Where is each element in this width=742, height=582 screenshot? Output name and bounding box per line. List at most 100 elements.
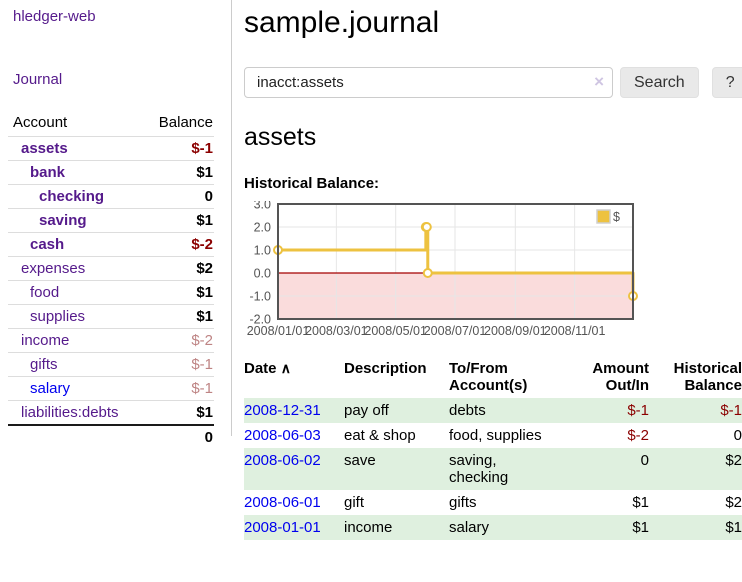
account-column-header: To/From Account(s) — [449, 360, 528, 394]
account-column-header: Account — [13, 114, 68, 131]
account-row: saving $1 — [8, 208, 214, 233]
transaction-accounts: salary — [449, 519, 490, 536]
account-link-food[interactable]: food — [30, 284, 60, 301]
transaction-accounts: food, supplies — [449, 427, 542, 444]
y-axis-tick-label: -2.0 — [249, 313, 271, 327]
legend-swatch — [596, 209, 611, 224]
legend-label: $ — [613, 210, 620, 224]
data-point-marker — [421, 222, 432, 232]
account-balance: $-2 — [141, 328, 214, 353]
account-balance: $1 — [141, 208, 214, 233]
account-link-checking[interactable]: checking — [39, 188, 105, 205]
journal-nav-link[interactable]: Journal — [13, 71, 63, 88]
transaction-date-link[interactable]: 2008-06-01 — [244, 494, 321, 511]
transaction-balance: $-1 — [720, 402, 742, 419]
sidebar: hledger-web Journal Account Balance asse… — [0, 0, 232, 449]
transaction-amount: $1 — [632, 519, 649, 536]
transaction-description: income — [344, 519, 393, 536]
account-balance: $-1 — [141, 352, 214, 377]
account-row: liabilities:debts $1 — [8, 400, 214, 425]
x-axis-tick-label: 2008/09/01 — [484, 324, 547, 338]
transaction-row: 2008-06-02 save saving, checking 0 $2 — [244, 448, 742, 490]
account-balance: $1 — [141, 304, 214, 329]
date-column-header[interactable]: Date ∧ — [244, 360, 291, 377]
account-row: checking 0 — [8, 184, 214, 209]
balance-column-header: Balance — [158, 114, 213, 131]
account-link-cash[interactable]: cash — [30, 236, 65, 253]
y-axis-tick-label: 2.0 — [254, 221, 271, 235]
search-input[interactable] — [244, 67, 613, 98]
x-axis-tick-label: 2008/01/01 — [247, 324, 310, 338]
balance-column-header: Historical Balance — [673, 360, 742, 394]
transaction-description: gift — [344, 494, 365, 511]
description-column-header: Description — [344, 360, 427, 377]
account-link-assets[interactable]: assets — [21, 140, 68, 157]
account-link-liabilities-debts[interactable]: liabilities:debts — [21, 404, 119, 421]
data-point-marker — [422, 268, 433, 278]
account-row: income $-2 — [8, 328, 214, 353]
transaction-date-link[interactable]: 2008-12-31 — [244, 402, 321, 419]
transactions-header-row: Date ∧ Description To/From Account(s) Am… — [244, 358, 742, 398]
account-balance: $1 — [141, 400, 214, 425]
account-link-gifts[interactable]: gifts — [30, 356, 58, 373]
transaction-amount: $-2 — [627, 427, 649, 444]
plot-border — [277, 203, 634, 320]
transaction-row: 2008-06-01 gift gifts $1 $2 — [244, 490, 742, 515]
accounts-table: Account Balance assets $-1 bank $1 check… — [8, 112, 214, 449]
x-axis-tick-label: 2008/11/01 — [544, 324, 606, 338]
account-row: gifts $-1 — [8, 352, 214, 377]
x-axis-tick-label: 2008/07/01 — [424, 324, 487, 338]
account-row: supplies $1 — [8, 304, 214, 329]
account-balance: $-2 — [141, 232, 214, 257]
accounts-total-row: 0 — [8, 424, 214, 449]
account-row: salary $-1 — [8, 376, 214, 401]
accounts-total-balance: 0 — [141, 424, 214, 449]
y-axis-tick-label: 1.0 — [254, 244, 271, 258]
y-axis-tick-label: 0.0 — [254, 267, 271, 281]
transaction-row: 2008-12-31 pay off debts $-1 $-1 — [244, 398, 742, 423]
transaction-date-link[interactable]: 2008-06-03 — [244, 427, 321, 444]
y-axis-tick-label: -1.0 — [249, 290, 271, 304]
help-button[interactable]: ? — [711, 67, 742, 98]
account-balance: 0 — [141, 184, 214, 209]
transaction-row: 2008-06-03 eat & shop food, supplies $-2… — [244, 423, 742, 448]
account-balance: $1 — [141, 280, 214, 305]
transaction-balance: $1 — [725, 519, 742, 536]
account-link-expenses[interactable]: expenses — [21, 260, 86, 277]
account-row: food $1 — [8, 280, 214, 305]
account-balance: $-1 — [141, 136, 214, 161]
account-balance: $-1 — [141, 376, 214, 401]
transaction-accounts: debts — [449, 402, 486, 419]
transaction-description: save — [344, 452, 376, 469]
search-button[interactable]: Search — [620, 67, 699, 98]
page-title: sample.journal — [244, 6, 440, 39]
account-link-bank[interactable]: bank — [30, 164, 66, 181]
transaction-date-link[interactable]: 2008-06-02 — [244, 452, 321, 469]
clear-search-icon[interactable]: × — [594, 72, 604, 91]
account-row: cash $-2 — [8, 232, 214, 257]
transaction-accounts: saving, checking — [449, 452, 509, 486]
chart-label: Historical Balance: — [244, 175, 380, 192]
transaction-balance: $2 — [725, 494, 742, 511]
amount-column-header: Amount Out/In — [592, 360, 649, 394]
app-title-link[interactable]: hledger-web — [13, 8, 96, 25]
x-axis-tick-label: 2008/05/01 — [364, 324, 427, 338]
account-heading: assets — [244, 123, 317, 151]
transactions-table: Date ∧ Description To/From Account(s) Am… — [244, 358, 742, 540]
transaction-balance: $2 — [725, 452, 742, 469]
transaction-date-link[interactable]: 2008-01-01 — [244, 519, 321, 536]
main-panel: sample.journal × Search ? assets Histori… — [244, 0, 742, 540]
account-link-salary[interactable]: salary — [30, 380, 71, 397]
transaction-balance: 0 — [733, 427, 742, 444]
x-axis-tick-label: 2008/03/01 — [305, 324, 368, 338]
sort-asc-icon: ∧ — [280, 360, 291, 376]
account-link-saving[interactable]: saving — [39, 212, 87, 229]
y-axis-tick-label: 3.0 — [254, 201, 271, 212]
transaction-description: pay off — [344, 402, 389, 419]
balance-chart-svg: 3.0 2.0 1.0 0.0 -1.0 -2.02008/01/012008/03/01… — [247, 201, 638, 338]
search-form: × Search ? — [244, 67, 742, 98]
account-row: expenses $2 — [8, 256, 214, 281]
transaction-amount: $-1 — [627, 402, 649, 419]
account-link-supplies[interactable]: supplies — [30, 308, 86, 325]
account-link-income[interactable]: income — [21, 332, 70, 349]
